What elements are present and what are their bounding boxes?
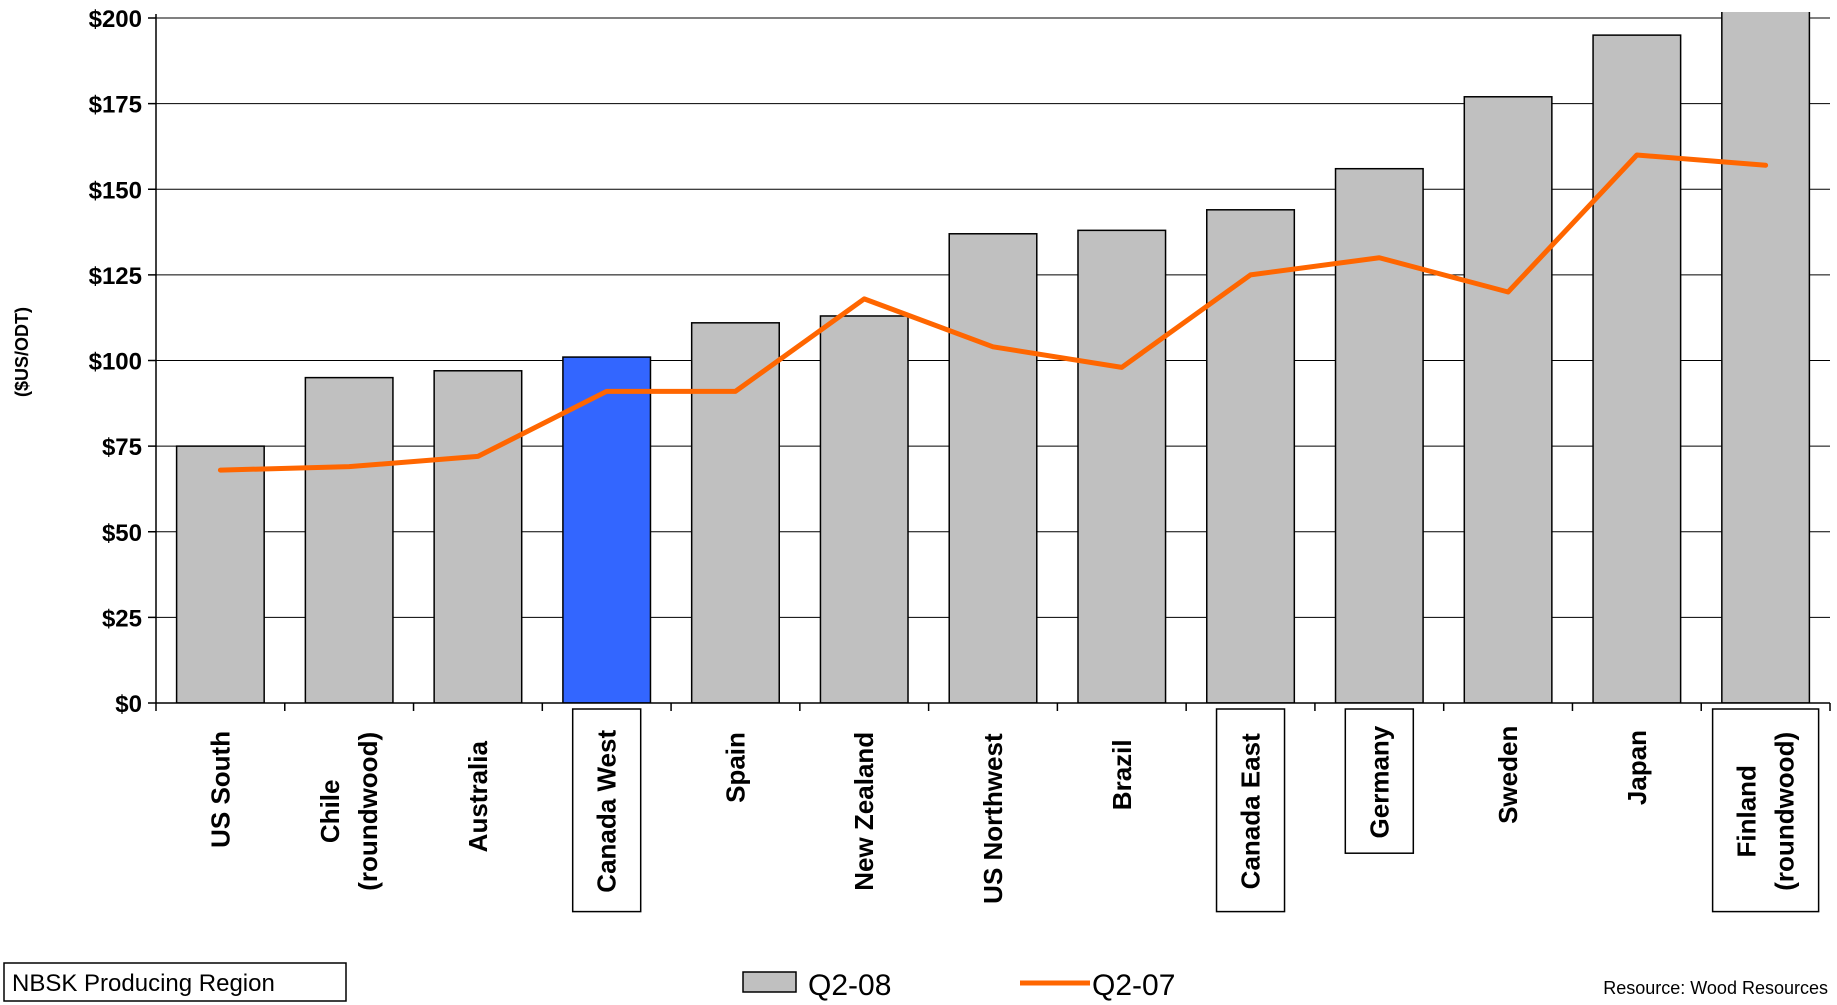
x-category-text: US South: [205, 731, 235, 848]
legend: Q2-08 Q2-07: [742, 969, 1175, 1002]
x-category-label: Brazil: [1107, 739, 1137, 810]
nbsk-region-key: NBSK Producing Region: [3, 962, 347, 1002]
x-category-label: US South: [205, 731, 235, 848]
legend-entry-bar: Q2-08: [808, 969, 891, 1002]
x-category-text: New Zealand: [849, 732, 879, 891]
x-category-label: Canada East: [1215, 708, 1286, 913]
y-tick-label: $25: [102, 605, 142, 632]
x-category-label: Japan: [1622, 730, 1652, 805]
bars: [175, 12, 1811, 703]
x-category-text: US Northwest: [978, 733, 1008, 904]
q2-07-line: [217, 152, 1769, 473]
nbsk-region-box: [1215, 708, 1286, 913]
x-category-text: Brazil: [1107, 739, 1137, 810]
y-tick-label: $100: [89, 349, 142, 376]
x-category-labels: US South Chile (roundwood) Australia Canada …: [205, 708, 1820, 913]
y-tick-label: $175: [89, 92, 142, 119]
x-category-label: Germany: [1344, 708, 1415, 854]
y-tick-label: $150: [89, 177, 142, 204]
x-category-label: New Zealand: [849, 732, 879, 891]
x-category-text: Australia: [463, 741, 493, 853]
nbsk-region-box: [1344, 708, 1415, 854]
bar: [690, 322, 780, 703]
bar: [1721, 12, 1811, 703]
y-tick-label: $50: [102, 520, 142, 547]
bar: [1334, 167, 1424, 703]
x-category-label: Australia: [463, 741, 493, 853]
bar: [1592, 34, 1682, 703]
source-note: Resource: Wood Resources: [1603, 978, 1828, 998]
y-axis-title: ($US/ODT): [12, 307, 32, 397]
y-tick-labels: $0 $25 $50 $75 $100 $125 $150 $175 $200: [89, 6, 142, 718]
x-category-label: Spain: [720, 732, 750, 803]
x-category-text: Chile (roundwood): [315, 732, 383, 891]
nbsk-region-box: [571, 708, 642, 913]
x-category-text: Japan: [1622, 730, 1652, 805]
y-tick-label: $75: [102, 434, 142, 461]
nbsk-region-box: [1711, 708, 1820, 913]
y-tick-label: $125: [89, 263, 142, 290]
bar: [304, 376, 394, 703]
x-category-text: Sweden: [1493, 726, 1523, 824]
bar: [562, 356, 652, 703]
nbsk-region-key-box: [3, 962, 347, 1002]
bar: [433, 370, 523, 703]
y-tick-label: $200: [89, 6, 142, 33]
bar: [948, 233, 1038, 703]
x-category-label: Chile (roundwood): [315, 732, 383, 891]
nbsk-region-key-label: NBSK Producing Region: [12, 970, 275, 997]
y-tick-label: $0: [115, 691, 142, 718]
x-category-text: Spain: [720, 732, 750, 803]
x-category-text: Canada West: [592, 730, 622, 893]
bar: [1206, 209, 1296, 703]
bar: [175, 445, 265, 703]
line-series: [217, 152, 1769, 473]
bar: [819, 315, 909, 703]
x-category-label: Finland (roundwood): [1711, 708, 1820, 913]
legend-bar-swatch: [742, 971, 797, 993]
bar: [1463, 96, 1553, 703]
axes: [148, 14, 1831, 711]
x-category-label: US Northwest: [978, 733, 1008, 904]
x-category-text: Canada East: [1236, 733, 1266, 889]
x-category-label: Canada West: [571, 708, 642, 913]
x-category-label: Sweden: [1493, 726, 1523, 824]
x-category-text: Germany: [1364, 725, 1394, 838]
x-category-text: Finland (roundwood): [1732, 732, 1800, 891]
legend-entry-line: Q2-07: [1092, 969, 1175, 1002]
bar: [1077, 229, 1167, 703]
